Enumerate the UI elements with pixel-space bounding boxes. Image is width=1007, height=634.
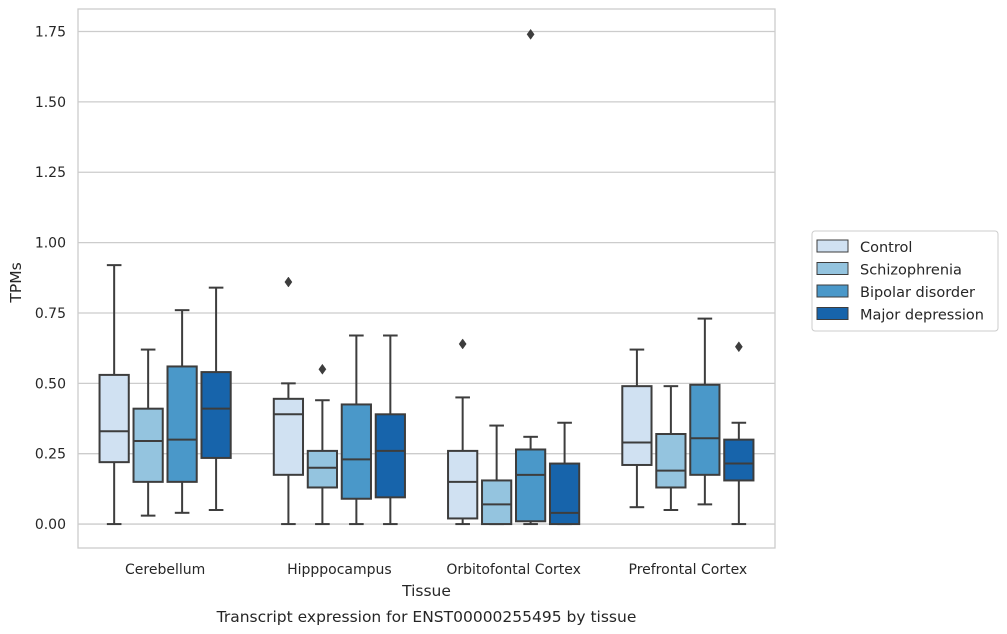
box-iqr bbox=[515, 448, 547, 523]
legend[interactable]: Control Schizophrenia Bipolar disorder Majo… bbox=[811, 230, 999, 332]
box-iqr bbox=[272, 397, 305, 476]
box-3-2 bbox=[548, 421, 581, 526]
box-iqr bbox=[374, 413, 406, 499]
outlier-point bbox=[318, 363, 327, 375]
box-2-3 bbox=[689, 317, 721, 506]
box-2-2 bbox=[515, 28, 547, 526]
legend-label: Bipolar disorder bbox=[860, 285, 975, 301]
box-iqr bbox=[200, 371, 232, 459]
legend-swatch bbox=[816, 239, 849, 253]
y-tick-label: 0.75 bbox=[35, 306, 66, 322]
y-tick-label: 1.00 bbox=[35, 236, 66, 252]
box-iqr bbox=[166, 365, 198, 483]
plot-area-frame bbox=[77, 8, 776, 549]
x-axis-ticks: Cerebellum Hipppocampus Orbitofontal Corte… bbox=[125, 562, 747, 578]
y-tick-label: 1.50 bbox=[35, 95, 66, 111]
legend-swatch bbox=[816, 307, 849, 320]
legend-frame bbox=[811, 230, 999, 332]
x-axis-title: Tissue bbox=[401, 582, 451, 600]
box-3-3 bbox=[723, 341, 755, 526]
x-tick-label: Orbitofontal Cortex bbox=[446, 562, 581, 578]
x-tick-label: Cerebellum bbox=[125, 562, 205, 578]
box-iqr bbox=[340, 403, 372, 500]
y-tick-label: 1.75 bbox=[35, 25, 66, 41]
legend-label: Major depression bbox=[860, 308, 984, 324]
y-axis-ticks: 0.00 0.25 0.50 0.75 1.00 1.25 1.50 1.75 bbox=[35, 25, 66, 534]
box-iqr bbox=[689, 383, 721, 476]
legend-swatch bbox=[816, 262, 849, 275]
box-iqr bbox=[132, 407, 164, 483]
box-2-1 bbox=[340, 334, 372, 526]
box-iqr bbox=[481, 479, 513, 526]
box-1-1 bbox=[306, 363, 338, 526]
outlier-point bbox=[284, 276, 293, 288]
legend-swatch bbox=[816, 284, 849, 298]
box-2-0 bbox=[166, 309, 198, 514]
x-tick-label: Prefrontal Cortex bbox=[629, 562, 748, 578]
box-1-3 bbox=[655, 385, 687, 512]
legend-label: Control bbox=[860, 240, 912, 256]
box-0-2 bbox=[447, 338, 479, 526]
box-3-0 bbox=[200, 286, 232, 512]
outlier-point bbox=[734, 341, 743, 353]
y-tick-label: 0.00 bbox=[35, 517, 66, 533]
box-3-1 bbox=[374, 334, 406, 526]
box-iqr bbox=[447, 449, 479, 520]
box-0-1 bbox=[272, 276, 305, 526]
y-tick-label: 1.25 bbox=[35, 165, 66, 181]
box-0-3 bbox=[621, 348, 653, 509]
y-tick-label: 0.25 bbox=[35, 447, 66, 463]
outlier-point bbox=[458, 338, 467, 350]
box-iqr bbox=[621, 385, 653, 466]
chart-caption: Transcript expression for ENST0000025549… bbox=[216, 608, 637, 626]
box-iqr bbox=[723, 438, 755, 482]
x-tick-label: Hipppocampus bbox=[287, 562, 392, 578]
outlier-point bbox=[526, 28, 535, 40]
box-0-0 bbox=[98, 264, 130, 526]
box-iqr bbox=[548, 462, 581, 526]
box-1-2 bbox=[481, 424, 513, 526]
box-iqr bbox=[306, 449, 338, 489]
legend-label: Schizophrenia bbox=[860, 263, 962, 279]
box-1-0 bbox=[132, 348, 164, 517]
y-axis-title: TPMs bbox=[7, 262, 25, 303]
y-tick-label: 0.50 bbox=[35, 376, 66, 392]
box-groups bbox=[98, 28, 755, 526]
box-iqr bbox=[655, 433, 687, 489]
box-iqr bbox=[98, 373, 130, 464]
